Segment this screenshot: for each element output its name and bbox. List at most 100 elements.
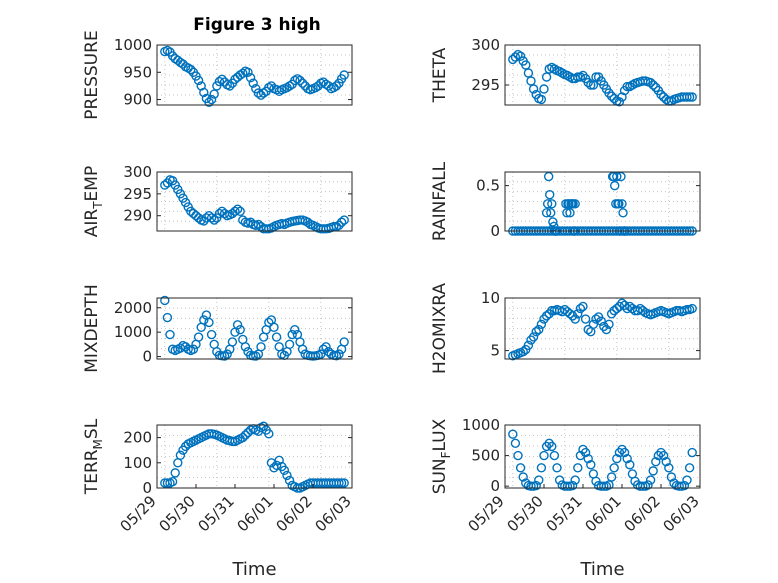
- data-point: [588, 319, 599, 329]
- y-tick-label: 1000: [114, 36, 152, 54]
- data-point: [518, 472, 528, 482]
- subplot-8: 0 500 1000 SUNFLUX 05/2905/3005/3106/0106/02…: [430, 416, 703, 580]
- axes-box: [504, 171, 701, 232]
- data-point: [638, 481, 648, 491]
- data-point: [575, 303, 586, 314]
- data-point: [219, 351, 230, 361]
- data-point: [687, 92, 697, 102]
- subplot-5: 0 1000 2000 MIXDEPTH: [82, 284, 353, 373]
- y-axis-label: AIRTEMP: [82, 166, 105, 237]
- data-point: [160, 295, 170, 306]
- data-point: [622, 453, 632, 464]
- data-point: [622, 81, 632, 92]
- axes-box: [156, 171, 353, 232]
- plot-area: [157, 45, 352, 105]
- data-point: [570, 199, 580, 209]
- data-point: [651, 457, 661, 467]
- data-point: [510, 52, 521, 62]
- data-point: [575, 450, 586, 461]
- data-point: [160, 180, 170, 190]
- data-point: [648, 466, 658, 476]
- data-point: [204, 97, 214, 107]
- data-point: [245, 73, 256, 83]
- data-point: [526, 481, 536, 491]
- x-axis-label: Time: [579, 559, 624, 580]
- data-point: [303, 217, 313, 227]
- data-point: [321, 342, 331, 352]
- data-point: [545, 189, 555, 200]
- data-point: [586, 80, 596, 90]
- data-point: [521, 478, 531, 488]
- axes-box: [504, 44, 701, 106]
- data-point: [645, 475, 656, 485]
- x-tick-label: 05/29: [465, 492, 508, 535]
- y-tick-label: 10: [481, 289, 500, 307]
- x-tick-label: 06/03: [312, 492, 355, 535]
- data-point: [248, 78, 258, 88]
- plot-area: [505, 172, 700, 231]
- data-point: [295, 75, 305, 86]
- data-point: [279, 465, 290, 476]
- data-point: [271, 332, 282, 342]
- data-point: [186, 64, 196, 75]
- data-point: [175, 450, 186, 460]
- data-point: [209, 89, 219, 99]
- data-point: [199, 315, 209, 325]
- data-point: [539, 450, 549, 461]
- data-point: [567, 480, 578, 491]
- data-point: [596, 316, 606, 326]
- data-point: [653, 450, 664, 461]
- y-axis-label: MIXDEPTH: [82, 284, 102, 373]
- y-tick-label: 0: [490, 222, 500, 240]
- y-tick-label: 2000: [114, 299, 152, 317]
- y-axis-label: SUNFLUX: [430, 418, 453, 494]
- axes-box: [504, 297, 701, 360]
- data-point: [336, 478, 347, 488]
- data-point: [548, 217, 558, 227]
- data-point: [612, 453, 622, 464]
- data-point: [536, 463, 547, 473]
- y-axis-label: H2OMIXRA: [430, 283, 450, 374]
- data-point: [687, 447, 697, 458]
- x-tick-label: 06/02: [273, 492, 316, 535]
- data-point: [664, 463, 674, 473]
- data-point: [336, 217, 347, 227]
- data-point: [656, 89, 666, 100]
- data-point: [610, 180, 620, 191]
- data-point: [543, 171, 554, 182]
- data-point: [269, 322, 279, 332]
- data-point: [606, 472, 617, 482]
- x-tick-label: 05/31: [195, 492, 238, 535]
- data-point: [193, 332, 204, 342]
- data-point: [687, 303, 697, 314]
- x-tick-label: 06/01: [234, 492, 277, 535]
- data-point: [271, 460, 282, 471]
- data-point: [264, 317, 274, 328]
- data-point: [518, 346, 528, 357]
- data-point: [167, 477, 178, 487]
- data-point: [199, 87, 209, 98]
- data-point: [230, 206, 240, 217]
- y-tick-label: 295: [123, 185, 152, 203]
- x-tick-label: 05/30: [504, 492, 547, 535]
- data-point: [643, 480, 653, 490]
- data-point: [674, 481, 684, 491]
- data-point: [274, 455, 284, 465]
- data-point: [591, 314, 601, 324]
- data-point: [297, 78, 308, 88]
- y-tick-label: 290: [123, 207, 152, 225]
- data-point: [580, 447, 591, 458]
- data-point: [531, 480, 541, 491]
- subplot-1: 900 950 1000 PRESSURE: [82, 30, 353, 120]
- data-point: [541, 208, 552, 218]
- data-point: [588, 80, 599, 90]
- y-tick-label: 500: [471, 447, 500, 465]
- data-point: [604, 480, 614, 490]
- data-point: [570, 475, 580, 485]
- subplot-2: 295 300 THETA: [430, 36, 701, 107]
- data-point: [541, 311, 552, 321]
- data-point: [606, 91, 617, 101]
- data-point: [666, 472, 677, 482]
- data-point: [565, 208, 575, 218]
- data-point: [331, 351, 342, 361]
